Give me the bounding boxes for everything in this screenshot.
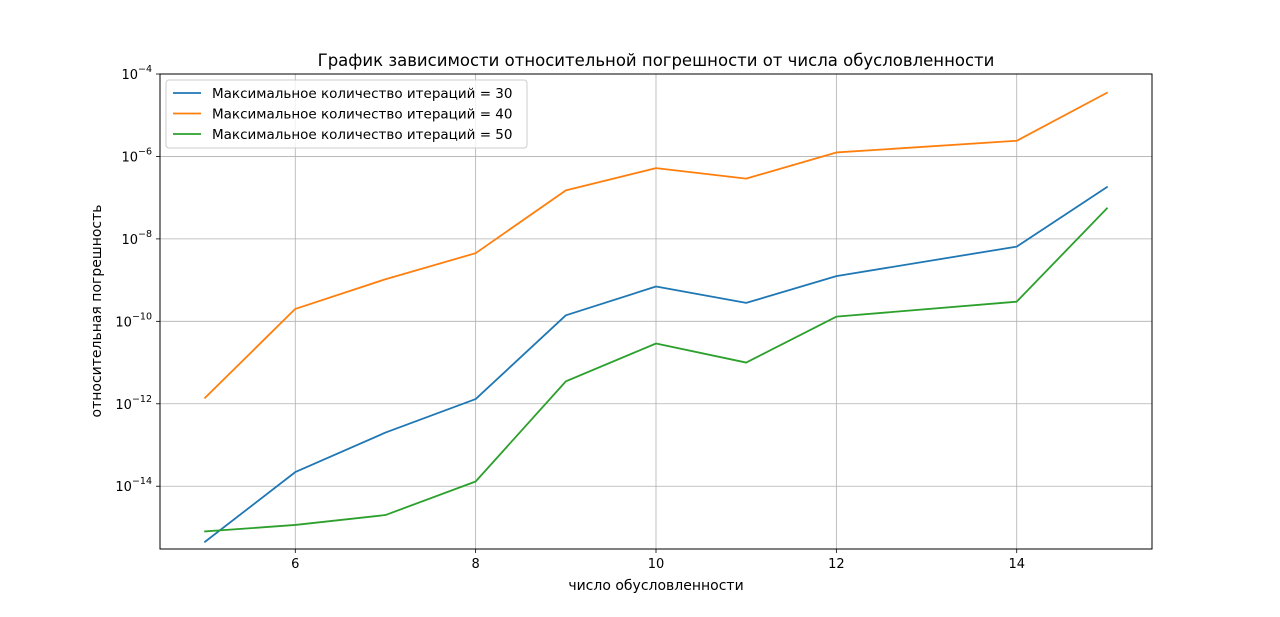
- series-line-1: [203, 185, 1109, 544]
- series-line-2: [203, 91, 1109, 400]
- legend-box: [165, 79, 528, 149]
- legend-label-1: Максимальное количество итераций = 30: [212, 86, 512, 102]
- y-tick-label: 10−14: [115, 476, 152, 495]
- y-tick-base: 10: [121, 68, 138, 83]
- chart-title: График зависимости относительной погрешн…: [318, 51, 995, 70]
- x-tick-label: 12: [828, 557, 845, 572]
- legend: Максимальное количество итераций = 30 Мак…: [165, 79, 528, 149]
- x-ticks: 6 8 10 12 14: [291, 549, 1025, 572]
- y-tick-label: 10−4: [121, 64, 152, 83]
- series-lines: [203, 91, 1109, 544]
- y-axis-label: относительная погрешность: [89, 204, 105, 417]
- y-tick-base: 10: [121, 233, 138, 248]
- y-tick-base: 10: [115, 480, 132, 495]
- y-tick-base: 10: [115, 315, 132, 330]
- y-tick-label: 10−6: [121, 146, 152, 165]
- x-tick-label: 14: [1008, 557, 1025, 572]
- y-tick-exponent: −4: [138, 64, 152, 75]
- x-tick-label: 10: [648, 557, 665, 572]
- y-tick-exponent: −10: [132, 311, 152, 322]
- x-tick-label: 8: [471, 557, 479, 572]
- y-tick-base: 10: [115, 398, 132, 413]
- y-tick-base: 10: [121, 150, 138, 165]
- y-tick-label: 10−10: [115, 311, 152, 330]
- y-tick-exponent: −8: [138, 229, 152, 240]
- y-tick-exponent: −6: [138, 146, 152, 157]
- y-tick-exponent: −12: [132, 394, 152, 405]
- x-tick-label: 6: [291, 557, 299, 572]
- y-tick-label: 10−8: [121, 229, 152, 248]
- series-line-3: [204, 207, 1109, 533]
- legend-label-2: Максимальное количество итераций = 40: [212, 107, 512, 123]
- y-tick-label: 10−12: [115, 394, 152, 413]
- y-tick-exponent: −14: [132, 476, 152, 487]
- x-axis-label: число обусловленности: [568, 578, 743, 594]
- legend-label-3: Максимальное количество итераций = 50: [212, 127, 512, 143]
